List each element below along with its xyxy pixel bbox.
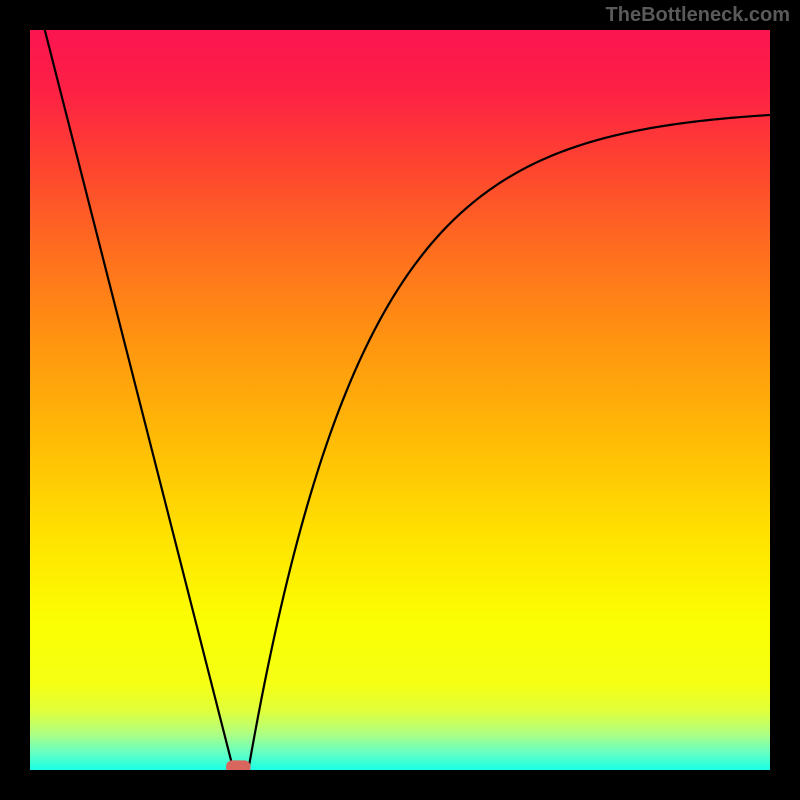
chart-svg [0,0,800,800]
watermark-text: TheBottleneck.com [606,4,790,27]
bottleneck-chart: TheBottleneck.com [0,0,800,800]
plot-gradient-background [30,30,770,770]
